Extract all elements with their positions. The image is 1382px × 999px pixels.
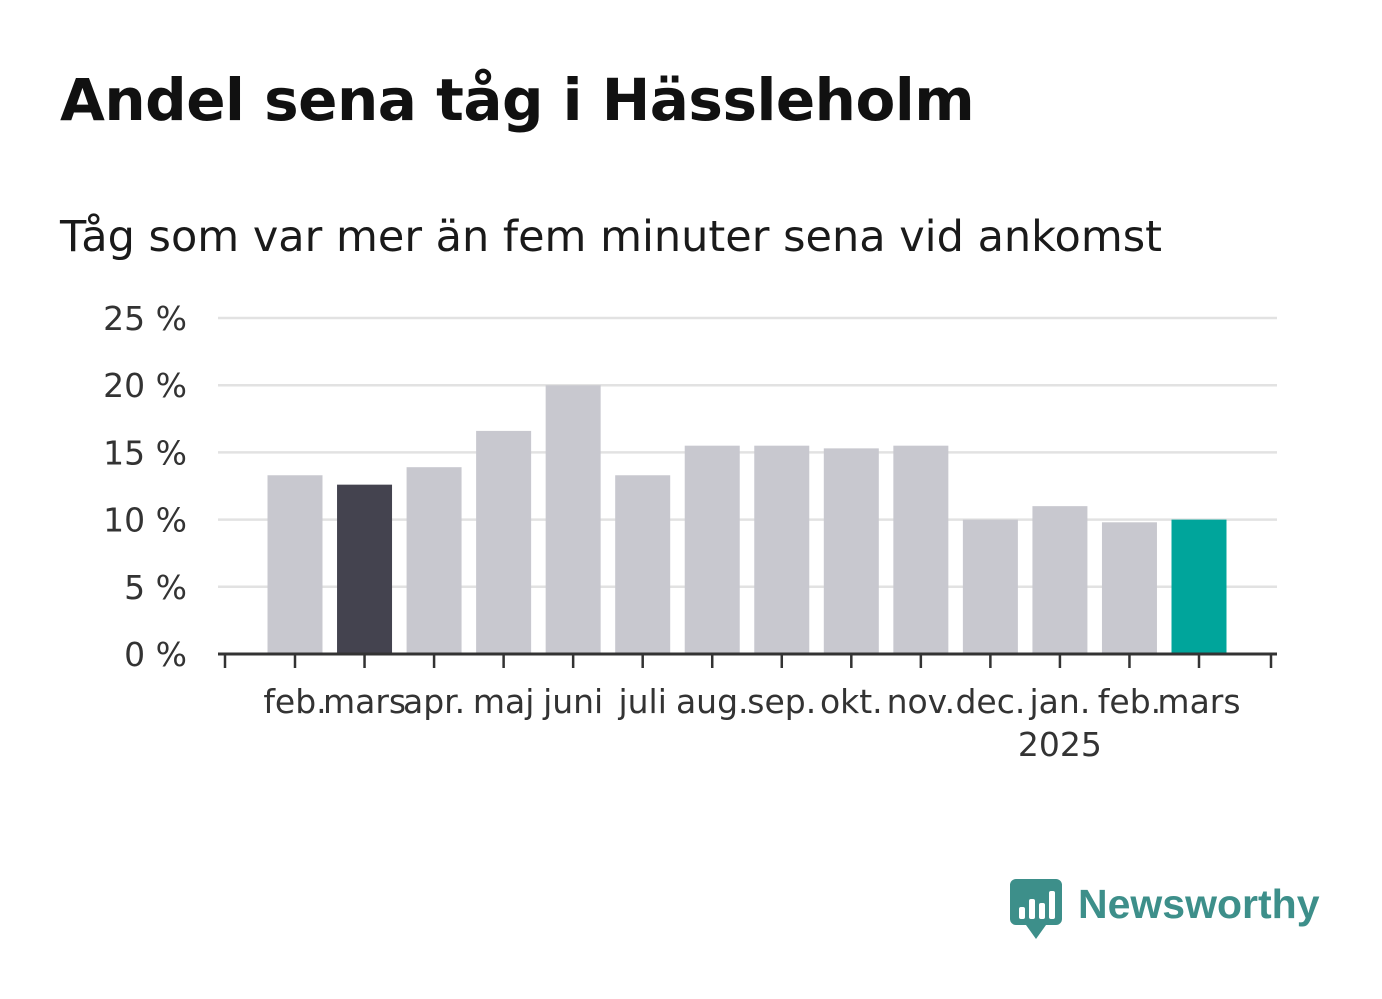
y-tick-label: 0 % (124, 635, 187, 674)
bar (1032, 506, 1088, 654)
y-tick-label: 5 % (124, 568, 187, 607)
x-tick-label: juni (542, 682, 603, 721)
bar (545, 385, 601, 654)
bar (754, 445, 810, 654)
y-tick-label: 20 % (103, 366, 187, 405)
bar (1101, 522, 1157, 654)
x-tick-label: feb. (263, 682, 326, 721)
brand-name: Newsworthy (1078, 880, 1320, 927)
x-tick-label: okt. (820, 682, 883, 721)
bar (337, 484, 393, 654)
bar (893, 445, 949, 654)
x-tick-label: mars (1157, 682, 1240, 721)
x-tick-label: feb. (1098, 682, 1161, 721)
gridlines (218, 316, 1277, 589)
newsworthy-logo: Newsworthy (1010, 878, 1320, 942)
bar (962, 519, 1018, 654)
x-tick-label: juli (617, 682, 666, 721)
x-tick-label: sep. (747, 682, 816, 721)
y-tick-label: 10 % (103, 501, 187, 540)
y-axis-tick-labels: 0 % 5 % 10 % 15 % 20 % 25 % (103, 299, 187, 674)
x-axis (218, 652, 1277, 668)
y-tick-label: 25 % (103, 299, 187, 338)
x-tick-label: jan. (1029, 682, 1091, 721)
bar (406, 467, 462, 654)
x-tick-sublabel: 2025 (1018, 725, 1102, 764)
chart-subtitle: Tåg som var mer än fem minuter sena vid … (60, 212, 1163, 262)
x-tick-label: dec. (955, 682, 1025, 721)
bar (267, 475, 323, 654)
chart-title: Andel sena tåg i Hässleholm (60, 66, 975, 134)
y-tick-label: 15 % (103, 433, 187, 472)
bar (1171, 519, 1227, 654)
x-tick-label: maj (473, 682, 535, 721)
bar (615, 475, 671, 654)
x-tick-label: aug. (676, 682, 749, 721)
x-tick-label: apr. (403, 682, 465, 721)
newsworthy-chart-bubble-icon (1010, 879, 1062, 939)
bars (267, 385, 1227, 654)
x-tick-label: mars (323, 682, 406, 721)
bar (684, 445, 740, 654)
bar (823, 448, 879, 654)
x-tick-label: nov. (887, 682, 956, 721)
bar (476, 430, 532, 654)
